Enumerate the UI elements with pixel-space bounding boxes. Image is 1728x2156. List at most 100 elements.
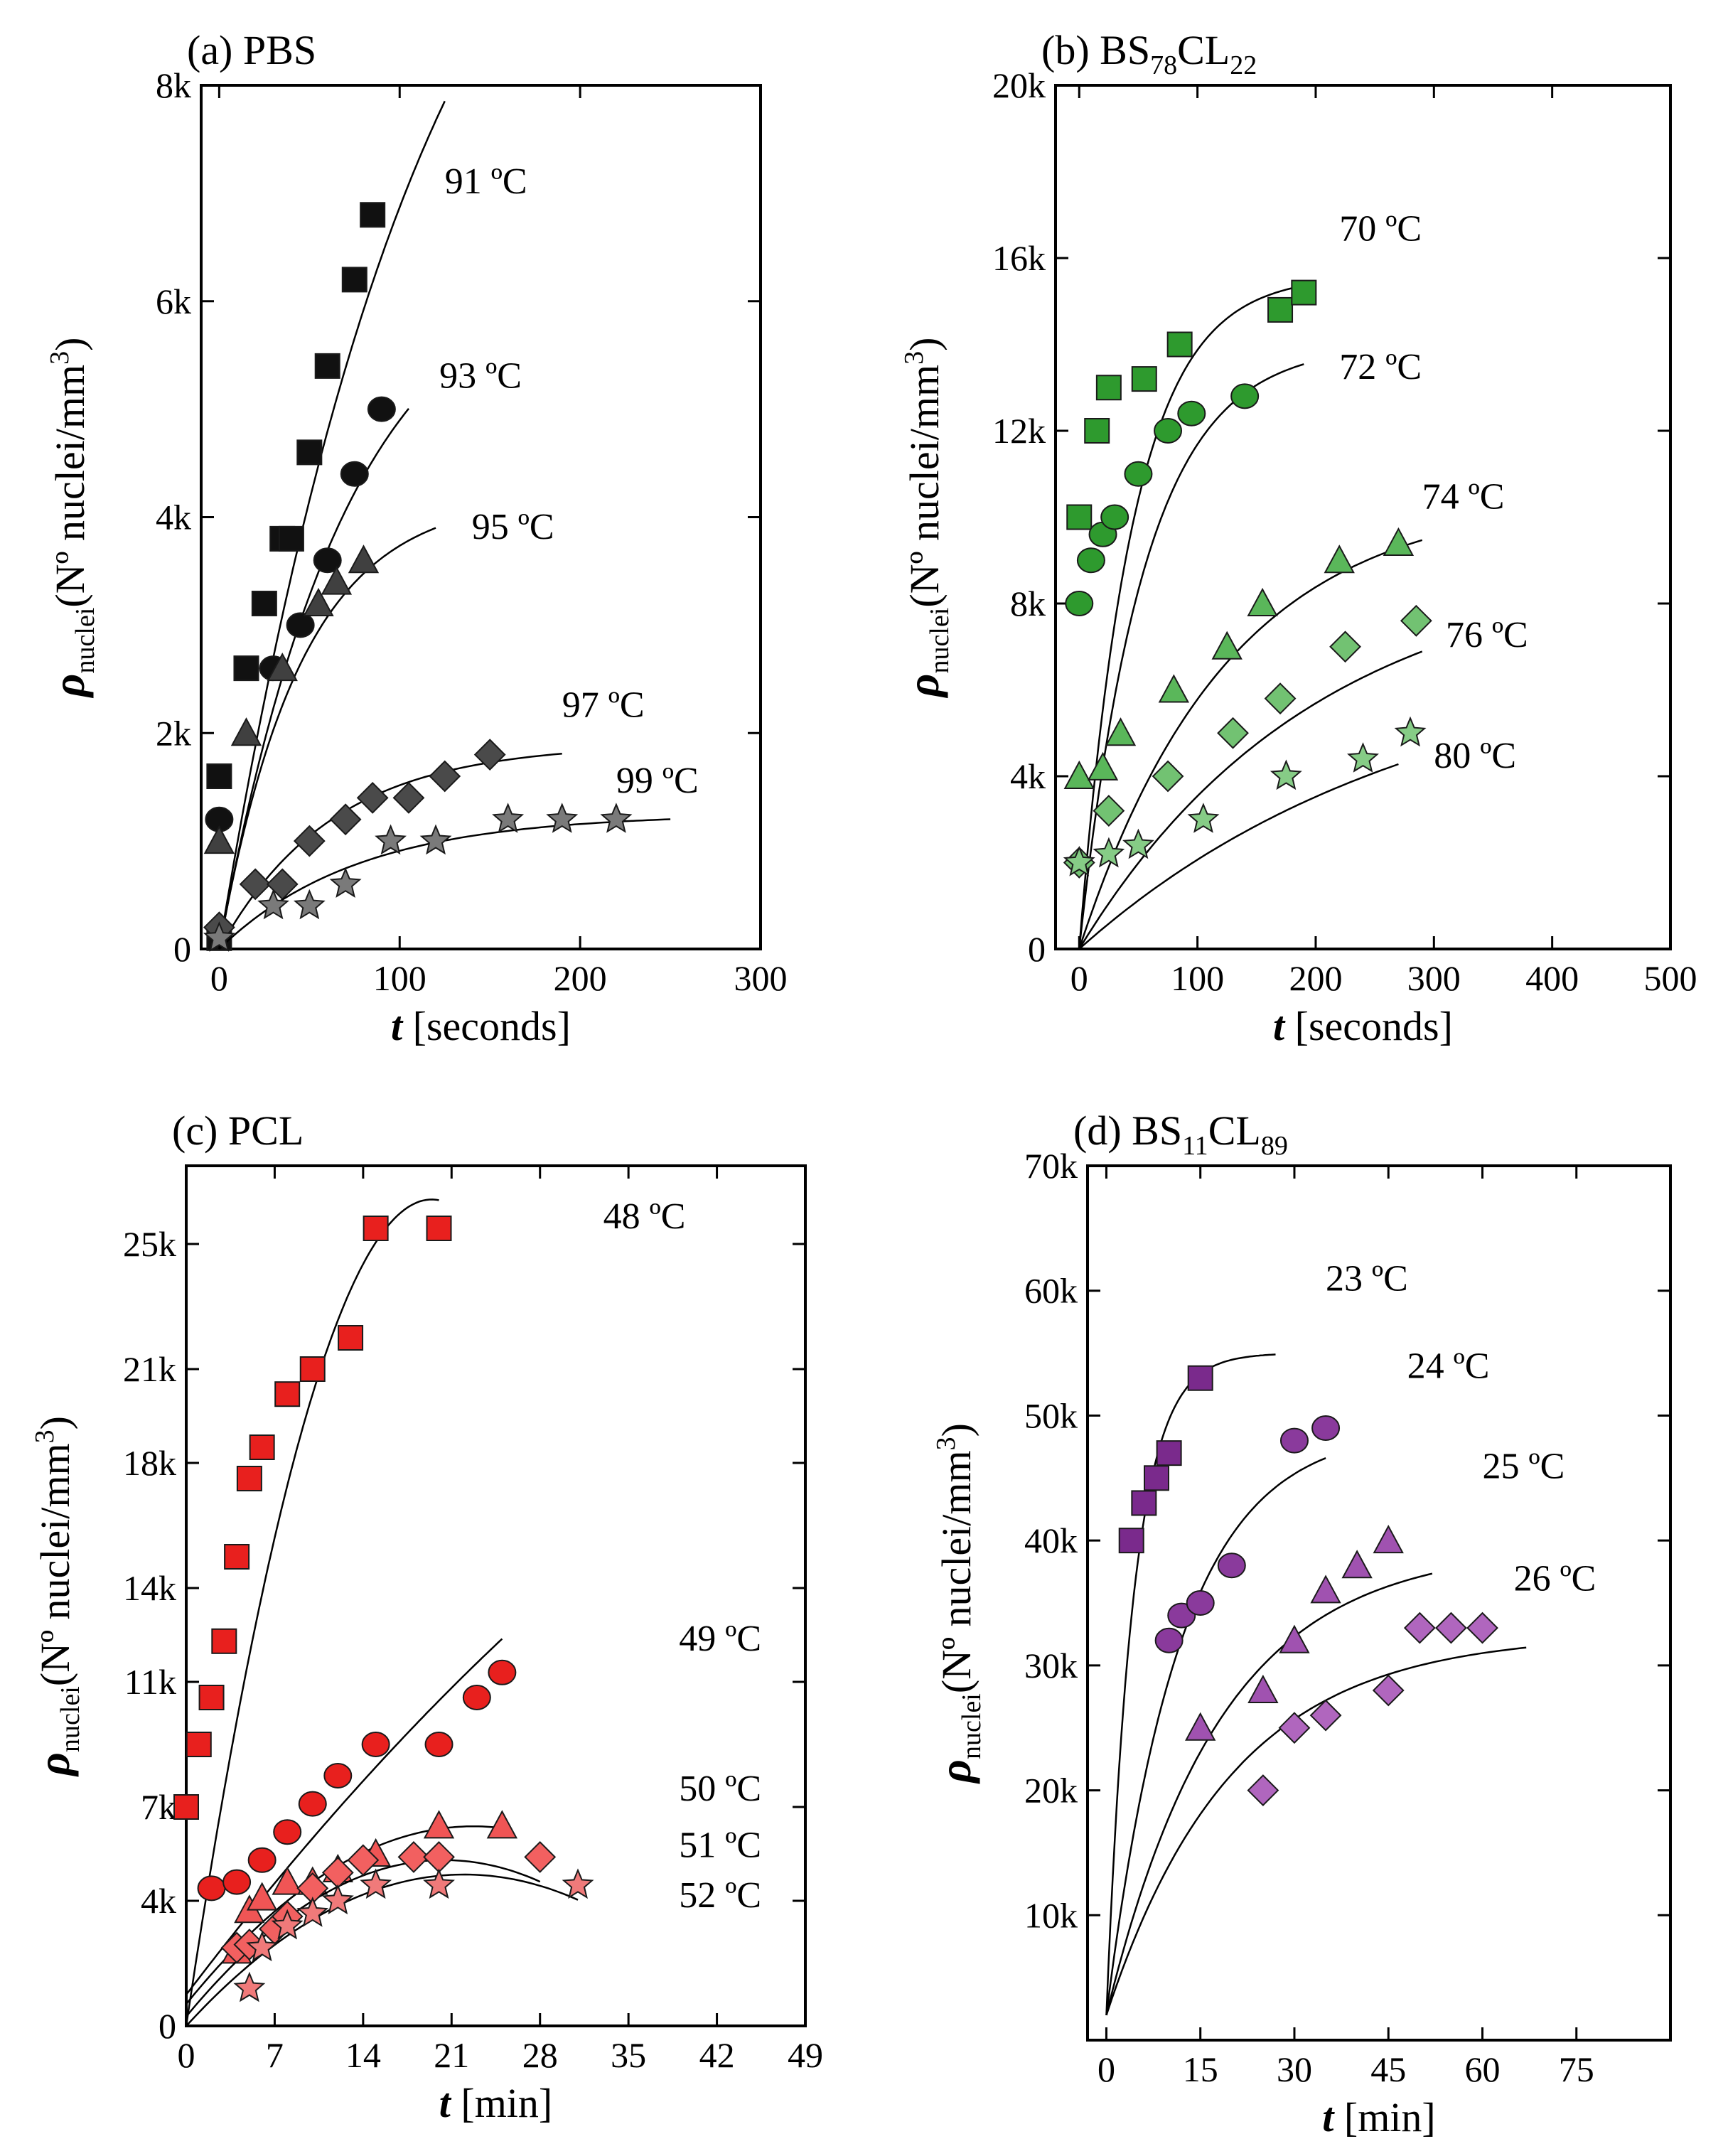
x-tick-label: 21 [434,2035,469,2075]
data-point [524,1840,557,1873]
data-series: 49 ºC [186,1619,761,1995]
data-point [1187,1365,1213,1391]
chart-panel: 0 100 200 300 400 500 0 4k 8k 12k 16k 20k(b) BS78CL… [898,27,1697,1049]
data-point [257,889,289,920]
data-point [198,1685,225,1710]
x-tick-label: 60 [1464,2049,1500,2089]
data-point [272,1866,303,1895]
x-axis-label: t [seconds] [391,1003,571,1049]
data-point [1311,1415,1341,1441]
data-point [1347,742,1379,773]
x-tick-label: 500 [1644,958,1697,998]
y-tick-label: 4k [1010,756,1046,796]
data-point [274,1381,301,1407]
data-point [1373,1525,1404,1554]
data-point [1143,1465,1169,1491]
data-point [1217,717,1249,749]
data-point [247,1847,277,1873]
data-point [1383,527,1415,556]
y-tick-label: 4k [141,1881,176,1921]
y-tick-label: 14k [123,1568,176,1608]
series-label: 72 ºC [1339,347,1422,387]
fit-curve [1078,539,1423,950]
x-tick-label: 15 [1183,2049,1218,2089]
data-point [429,760,461,793]
x-tick-label: 49 [788,2035,823,2075]
data-point [1267,296,1294,323]
data-point [1118,1528,1144,1554]
data-point [271,1909,304,1940]
data-point [348,545,380,574]
data-point [1247,1774,1279,1806]
data-point [341,267,367,293]
y-tick-label: 0 [159,2006,176,2046]
fit-curve [186,1825,503,2005]
x-tick-label: 30 [1277,2049,1312,2089]
data-point [356,781,389,814]
chart-panel: 0 100 200 300 0 2k 4k 6k 8k(a) PBS t [seconds] ρnu… [43,27,788,1049]
data-point [1063,845,1095,876]
data-point [360,202,386,228]
data-point [173,1794,199,1820]
data-series: 26 ºC [1105,1558,1596,2016]
x-tick-label: 28 [522,2035,558,2075]
data-point [314,353,340,379]
data-point [321,1884,354,1915]
data-point [473,739,506,771]
data-series: 52 ºC [186,1868,761,2027]
data-point [361,1732,390,1757]
panel-title: (b) BS78CL22 [1041,27,1257,80]
data-point [1093,837,1125,868]
data-point [246,1931,279,1962]
y-axis-label: ρnuclei(Nº nuclei/mm3) [43,338,100,699]
data-point [273,1819,302,1845]
y-tick-label: 10k [1024,1895,1078,1935]
y-tick-label: 4k [156,498,191,537]
data-point [1076,547,1105,574]
data-point [249,1434,275,1460]
data-point [424,1732,454,1757]
panel-title: (a) PBS [187,27,316,73]
y-tick-label: 0 [1028,929,1046,969]
data-series: 48 ºC [173,1196,686,2027]
series-label: 97 ºC [562,685,645,725]
series-label: 48 ºC [603,1196,686,1237]
data-point [293,889,326,920]
data-point [347,1844,380,1877]
x-tick-label: 0 [210,958,228,998]
data-point [546,803,579,833]
chart-panel: 0 7 14 21 28 35 42 49 0 4k 7k 11k 14k 18k 21k 25k (c) PC… [28,1108,823,2126]
data-point [323,1763,353,1788]
x-axis-label: t [min] [1322,2094,1435,2140]
fit-curve [218,527,436,950]
data-point [340,461,369,487]
series-label: 25 ºC [1482,1446,1565,1486]
data-point [1329,631,1361,663]
series-label: 50 ºC [679,1769,761,1809]
fit-curve [186,1638,503,1995]
x-tick-label: 7 [266,2035,284,2075]
data-point [375,824,407,855]
y-tick-label: 8k [1010,584,1046,623]
panel-title: (d) BS11CL89 [1073,1108,1288,1161]
series-label: 70 ºC [1339,209,1422,250]
data-point [423,1840,455,1873]
y-tick-label: 7k [141,1787,176,1827]
data-point [203,825,235,854]
x-tick-label: 0 [178,2035,195,2075]
y-tick-label: 11k [124,1662,176,1702]
data-point [246,1882,278,1911]
data-point [233,1971,266,2002]
plot-frame [1086,1164,1672,2042]
data-point [392,781,425,814]
data-point [1185,1712,1216,1741]
data-point [230,717,262,746]
x-tick-label: 0 [1098,2049,1115,2089]
data-point [251,591,277,616]
data-point [1279,1427,1309,1454]
data-point [1063,760,1095,789]
data-point [278,525,304,552]
x-tick-label: 0 [1070,958,1088,998]
y-tick-label: 50k [1024,1395,1078,1435]
x-tick-label: 14 [345,2035,381,2075]
